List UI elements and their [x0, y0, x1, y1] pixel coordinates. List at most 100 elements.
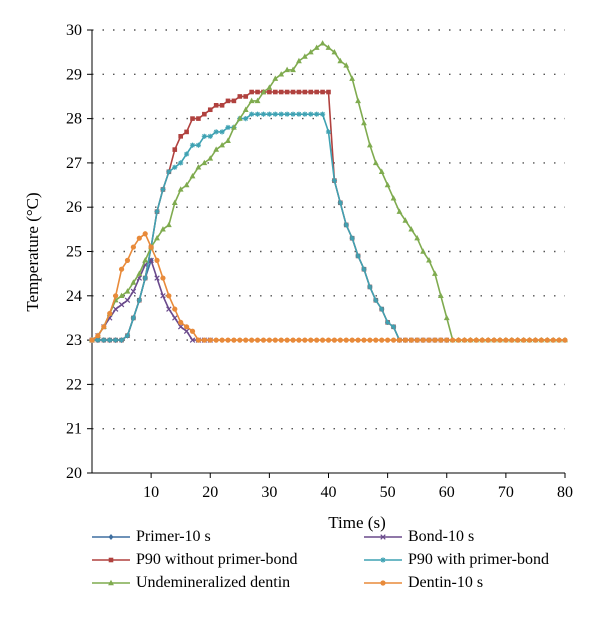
- data-point: [290, 337, 296, 343]
- data-point: [432, 270, 438, 276]
- data-point: [124, 333, 131, 339]
- data-point: [314, 111, 320, 117]
- data-point: [385, 337, 391, 343]
- data-point: [443, 314, 450, 321]
- legend-label: Dentin-10 s: [408, 574, 484, 591]
- data-point: [497, 337, 503, 343]
- data-point: [136, 235, 142, 241]
- legend-marker: [108, 557, 114, 563]
- legend-marker: [380, 557, 386, 563]
- data-point: [378, 168, 385, 174]
- x-tick-label: 40: [321, 484, 337, 501]
- data-point: [148, 244, 154, 250]
- y-tick-label: 26: [66, 199, 82, 216]
- data-point: [213, 129, 219, 135]
- y-tick-label: 22: [66, 376, 82, 393]
- data-point: [562, 337, 568, 343]
- data-point: [225, 137, 231, 143]
- data-point: [237, 337, 243, 343]
- data-point: [201, 133, 207, 139]
- data-point: [219, 129, 225, 135]
- data-point: [113, 337, 119, 343]
- data-point: [385, 319, 391, 325]
- data-point: [390, 337, 397, 343]
- y-tick-label: 23: [66, 332, 82, 349]
- series-3: [89, 111, 450, 343]
- legend-marker: [380, 534, 386, 540]
- data-point: [284, 89, 290, 95]
- data-point: [319, 337, 326, 343]
- data-point: [130, 288, 137, 295]
- data-point: [301, 53, 308, 59]
- data-point: [196, 116, 201, 121]
- data-point: [195, 337, 202, 343]
- data-point: [242, 106, 249, 112]
- data-point: [95, 333, 101, 339]
- data-point: [231, 98, 237, 104]
- data-point: [384, 181, 391, 188]
- data-point: [243, 116, 249, 122]
- data-point: [112, 306, 119, 312]
- data-point: [254, 111, 261, 117]
- data-point: [136, 297, 142, 303]
- data-point: [521, 337, 527, 343]
- data-point: [189, 172, 196, 179]
- data-point: [213, 103, 219, 108]
- legend-swatch: [92, 579, 130, 586]
- data-point: [142, 275, 148, 281]
- data-point: [225, 124, 231, 131]
- data-point: [160, 293, 166, 299]
- data-point: [166, 169, 172, 175]
- data-point: [343, 222, 349, 228]
- data-point: [367, 284, 373, 290]
- data-point: [272, 89, 278, 95]
- data-point: [367, 337, 373, 343]
- data-point: [308, 89, 314, 95]
- data-point: [372, 159, 379, 166]
- series-line: [92, 113, 447, 341]
- data-point: [113, 293, 119, 299]
- data-point: [165, 221, 172, 228]
- series-line: [91, 259, 211, 341]
- data-point: [290, 89, 296, 95]
- data-point: [225, 98, 231, 104]
- x-tick-label: 30: [261, 484, 277, 501]
- data-point: [420, 337, 426, 343]
- series-lines: [89, 40, 568, 344]
- series-5: [89, 231, 568, 343]
- data-point: [278, 337, 284, 343]
- data-point: [473, 337, 479, 343]
- data-point: [509, 337, 515, 343]
- data-point: [136, 270, 143, 276]
- data-point: [414, 337, 420, 343]
- legend-swatch: [92, 557, 130, 563]
- data-point: [331, 48, 338, 55]
- data-point: [154, 209, 160, 215]
- legend-marker: [380, 580, 386, 586]
- x-tick-label: 80: [557, 484, 573, 501]
- legend-item: Dentin-10 s: [364, 574, 483, 592]
- data-point: [130, 244, 136, 250]
- data-point: [302, 337, 308, 343]
- data-point: [243, 94, 249, 99]
- data-point: [337, 337, 343, 343]
- data-point: [266, 337, 272, 343]
- legend-swatch: [92, 534, 130, 540]
- data-point: [178, 160, 184, 166]
- data-point: [503, 337, 509, 343]
- data-point: [467, 337, 473, 343]
- data-point: [325, 44, 332, 50]
- legend-swatch: [364, 580, 402, 586]
- data-point: [290, 111, 296, 117]
- data-point: [290, 66, 296, 73]
- data-point: [178, 134, 183, 139]
- data-point: [254, 337, 261, 343]
- data-point: [485, 337, 491, 343]
- data-point: [266, 111, 272, 117]
- y-tick-label: 30: [66, 22, 82, 39]
- legend-item: Bond-10 s: [364, 528, 474, 546]
- x-tick-label: 50: [380, 484, 396, 501]
- data-point: [124, 257, 131, 263]
- data-point: [337, 200, 343, 206]
